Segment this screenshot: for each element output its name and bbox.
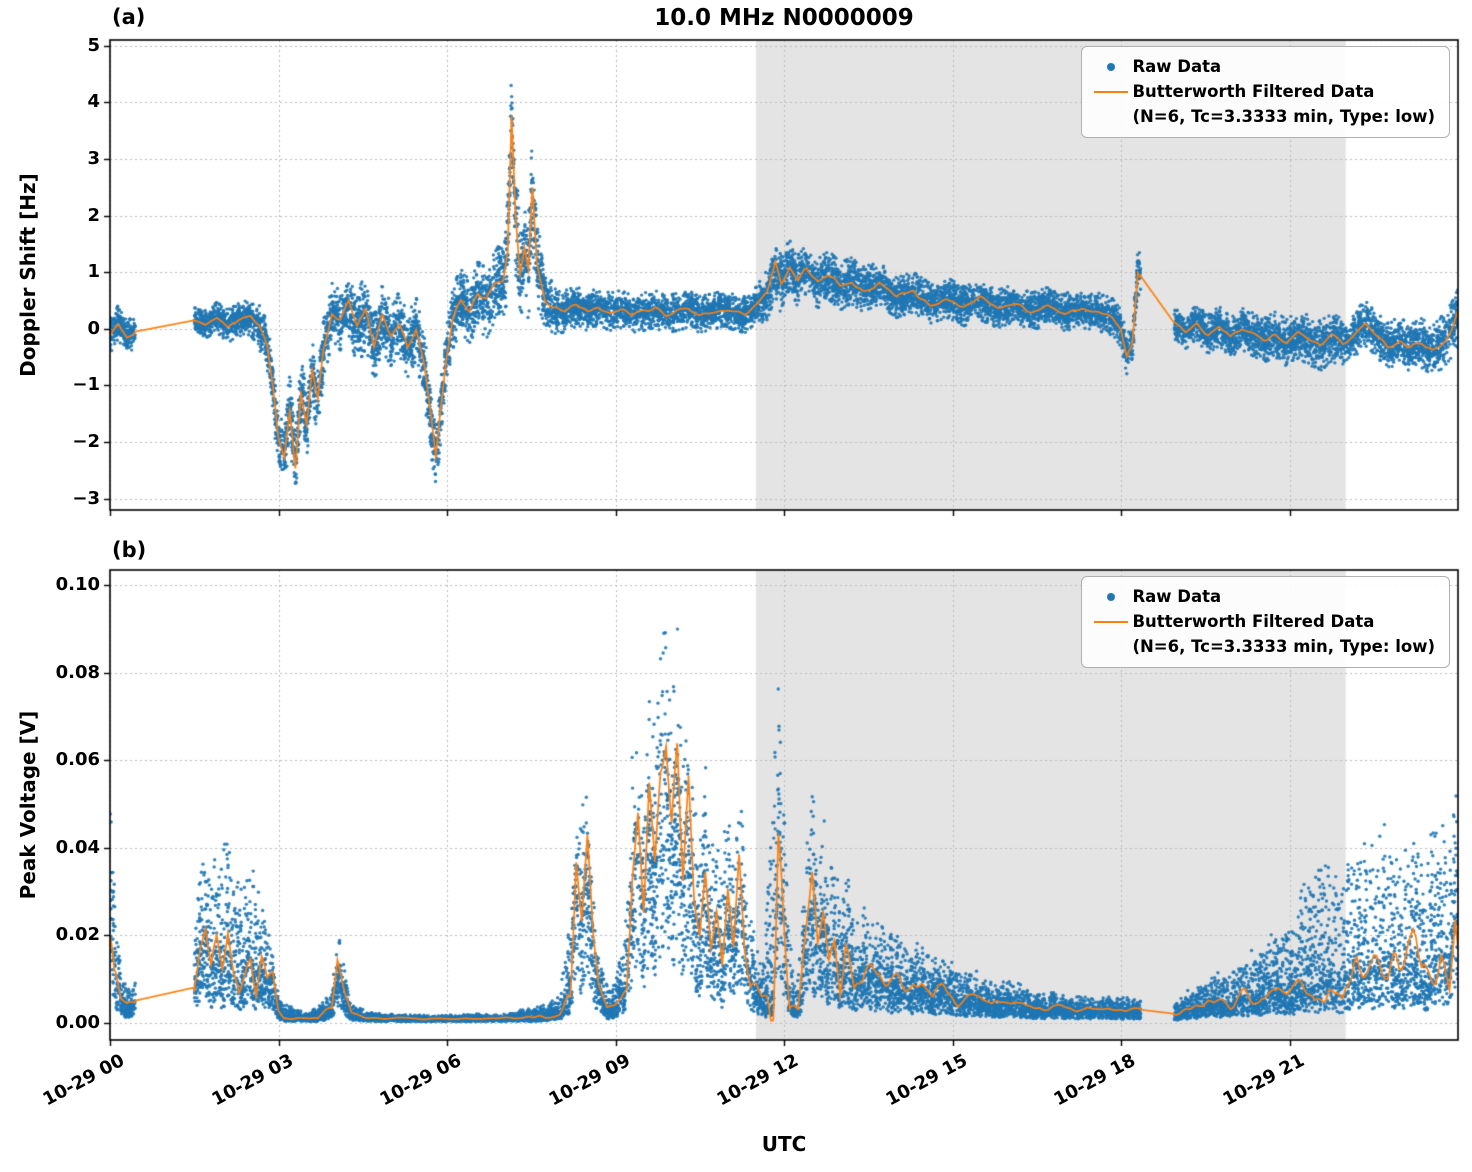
y-tick-label: 4 (87, 91, 100, 113)
legend-filtered-label: Butterworth Filtered Data (1132, 81, 1375, 101)
y-tick-label: −3 (72, 487, 100, 509)
legend-item-raw: Raw Data (1090, 55, 1435, 80)
legend-filtered-sublabel: (N=6, Tc=3.3333 min, Type: low) (1132, 106, 1435, 126)
legend-filtered-label: Butterworth Filtered Data (1132, 611, 1375, 631)
panel-label-b: (b) (112, 538, 147, 562)
y-tick-label: 5 (87, 34, 100, 56)
y-tick-label: 0.10 (55, 574, 100, 596)
y-tick-label: −1 (72, 374, 100, 396)
y-tick-label: 0.08 (55, 661, 100, 683)
filtered-line-marker-icon (1090, 621, 1132, 624)
y-tick-label: 3 (87, 147, 100, 169)
legend-item-filtered: Butterworth Filtered Data (1090, 80, 1435, 105)
filtered-line-marker-icon (1090, 91, 1132, 94)
legend-filtered-sublabel: (N=6, Tc=3.3333 min, Type: low) (1132, 636, 1435, 656)
raw-data-marker-icon (1090, 593, 1132, 602)
legend-item-filtered-params: (N=6, Tc=3.3333 min, Type: low) (1090, 635, 1435, 660)
legend-panel-a: Raw Data Butterworth Filtered Data (N=6,… (1081, 46, 1450, 139)
legend-item-filtered-params: (N=6, Tc=3.3333 min, Type: low) (1090, 105, 1435, 130)
panel-label-a: (a) (112, 5, 146, 29)
y-tick-label: 0.04 (55, 836, 100, 858)
y-axis-label-doppler: Doppler Shift [Hz] (16, 173, 40, 377)
y-axis-label-voltage: Peak Voltage [V] (16, 710, 40, 900)
y-tick-label: −2 (72, 431, 100, 453)
y-tick-label: 0 (87, 317, 100, 339)
y-tick-label: 0.06 (55, 749, 100, 771)
y-tick-label: 0.02 (55, 924, 100, 946)
y-tick-label: 2 (87, 204, 100, 226)
legend-item-raw: Raw Data (1090, 585, 1435, 610)
legend-raw-label: Raw Data (1132, 57, 1222, 76)
legend-raw-label: Raw Data (1132, 587, 1222, 606)
y-tick-label: 0.00 (55, 1011, 100, 1033)
legend-item-filtered: Butterworth Filtered Data (1090, 610, 1435, 635)
legend-panel-b: Raw Data Butterworth Filtered Data (N=6,… (1081, 576, 1450, 669)
raw-data-marker-icon (1090, 63, 1132, 72)
x-axis-label: UTC (761, 1132, 807, 1156)
y-tick-label: 1 (87, 261, 100, 283)
chart-title: 10.0 MHz N0000009 (654, 5, 914, 31)
